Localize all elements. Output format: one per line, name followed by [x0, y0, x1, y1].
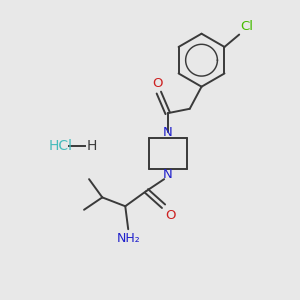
Text: H: H	[87, 139, 97, 153]
Text: NH₂: NH₂	[116, 232, 140, 244]
Text: N: N	[163, 168, 172, 181]
Text: N: N	[163, 126, 172, 139]
Text: HCl: HCl	[48, 139, 72, 153]
Text: O: O	[152, 77, 163, 90]
Text: O: O	[165, 208, 175, 222]
Text: Cl: Cl	[240, 20, 254, 33]
